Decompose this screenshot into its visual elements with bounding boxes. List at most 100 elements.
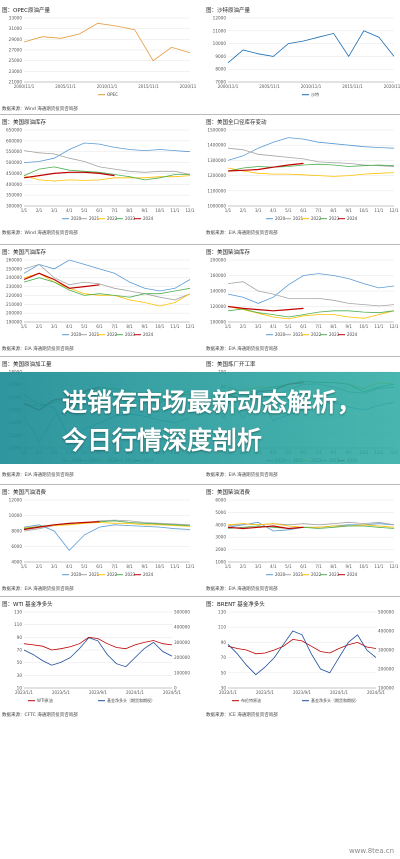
y-tick-label: 110 [218,625,226,630]
x-tick-label: 2010/11/1 [301,84,322,89]
legend-label: 2023 [329,572,340,577]
x-tick-label: 9/1 [346,564,353,569]
legend-label: 2023 [125,572,136,577]
x-tick-label: 7/1 [111,324,118,329]
row-divider [0,114,400,115]
x-tick-label: 2015/11/1 [138,84,159,89]
legend-label: 2021 [293,572,304,577]
x-tick-label: 11/1 [170,564,179,569]
series-line-2020 [23,142,191,163]
legend-label: 2022 [311,332,322,337]
y-tick-label: 30 [221,686,227,691]
x-tick-label: 2020/11/1 [384,84,400,89]
y-tick-label: 70 [17,648,23,653]
x-tick-label: 10/1 [359,324,368,329]
legend-label: 2024 [347,216,358,221]
chart-source: 数据来源：EIA 海通期货投资咨询部 [2,587,74,592]
x-tick-label: 8/1 [126,324,133,329]
x-tick-label: 1/1 [21,208,28,213]
x-tick-label: 11/1 [170,208,179,213]
x-tick-label: 2000/11/1 [218,84,239,89]
legend-label: 2024 [143,572,154,577]
chart-title: 图：美国原油库存 [2,120,47,126]
y-tick-label: 3000 [215,535,226,540]
y-tick-label: 90 [221,640,227,645]
series-line-2021 [23,263,191,301]
y2-tick-label: 0 [174,686,177,691]
x-tick-label: 5/1 [285,324,292,329]
x-tick-label: 11/1 [374,564,383,569]
x-tick-label: 2/1 [240,324,247,329]
y-tick-label: 10000 [9,513,23,518]
y-tick-label: 29000 [9,37,23,42]
chart-title: 图：WTI 基金净多头 [2,602,53,608]
legend-label: 2021 [89,572,100,577]
legend-label: 2024 [347,332,358,337]
y-tick-label: 210000 [6,302,22,307]
series-line-2022 [227,167,395,177]
row-divider [0,596,400,597]
x-tick-label: 10/1 [155,208,164,213]
legend-label: 布伦特原油 [241,697,261,703]
row-divider [0,484,400,485]
legend-label: 2020 [71,332,82,337]
x-tick-label: 3/1 [51,564,58,569]
legend-label: 2021 [293,216,304,221]
y-tick-label: 550000 [6,149,22,154]
y-tick-label: 190000 [6,320,22,325]
x-tick-label: 4/1 [270,208,277,213]
y-tick-label: 250000 [6,266,22,271]
y-tick-label: 100000 [210,320,226,325]
y-tick-label: 2000 [215,547,226,552]
y2-tick-label: 100000 [378,686,394,691]
legend-label: 2020 [275,332,286,337]
y-tick-label: 300000 [6,204,22,209]
x-tick-label: 6/1 [300,208,307,213]
x-tick-label: 2023/9/1 [89,690,107,695]
x-tick-label: 2015/11/1 [342,84,363,89]
x-tick-label: 7/1 [315,564,322,569]
chart-title: 图：美国原油加工量 [2,362,52,368]
y2-tick-label: 300000 [174,640,190,645]
chart-panel-p3: 图：美国原油库存 650000 600000 550000 500000 450000 40… [0,118,196,238]
x-tick-label: 1/1 [225,324,232,329]
x-tick-label: 5/1 [285,208,292,213]
chart-panel-p2: 图：沙特原油产量 12000 11000 10000 9000 8000 7000 2000/… [204,6,400,114]
x-tick-label: 10/1 [155,324,164,329]
x-tick-label: 2024/1/1 [126,690,144,695]
series-line-2023 [23,166,190,181]
y-tick-label: 4000 [215,522,226,527]
y-tick-label: 11000 [213,28,227,33]
chart-source: 数据来源：EIA 海通期货投资咨询部 [206,473,278,478]
chart-source: 数据来源：Wind 海通期货投资咨询部 [2,231,78,236]
series-line-2021 [227,147,395,167]
y-tick-label: 12000 [213,16,227,21]
series-line-2020 [227,137,395,161]
x-tick-label: 7/1 [315,324,322,329]
series-line-2024 [227,162,304,172]
legend-label: 2022 [107,216,118,221]
y-tick-label: 1200000 [207,173,226,178]
legend-label: 2023 [329,216,340,221]
x-tick-label: 5/1 [81,564,88,569]
x-tick-label: 2020/11/1 [180,84,196,89]
y-tick-label: 21000 [9,80,23,85]
legend-label: 2023 [125,216,136,221]
y-tick-label: 130 [218,610,226,615]
x-tick-label: 2/1 [240,564,247,569]
y2-tick-label: 200000 [378,667,394,672]
x-tick-label: 12/1 [390,564,399,569]
legend-label: 2021 [89,332,100,337]
y-tick-label: 260000 [6,258,22,263]
y-tick-label: 200000 [6,311,22,316]
x-tick-label: 6/1 [96,564,103,569]
chart-panel-p9: 图：美国汽油消费 12000 10000 8000 6000 4000 1/1 2/1 3/1 4… [0,488,196,594]
x-tick-label: 4/1 [66,564,73,569]
y-tick-label: 650000 [6,128,22,133]
x-tick-label: 6/1 [300,324,307,329]
legend-label: 2020 [71,572,82,577]
x-tick-label: 7/1 [315,208,322,213]
legend-label: 2021 [89,216,100,221]
